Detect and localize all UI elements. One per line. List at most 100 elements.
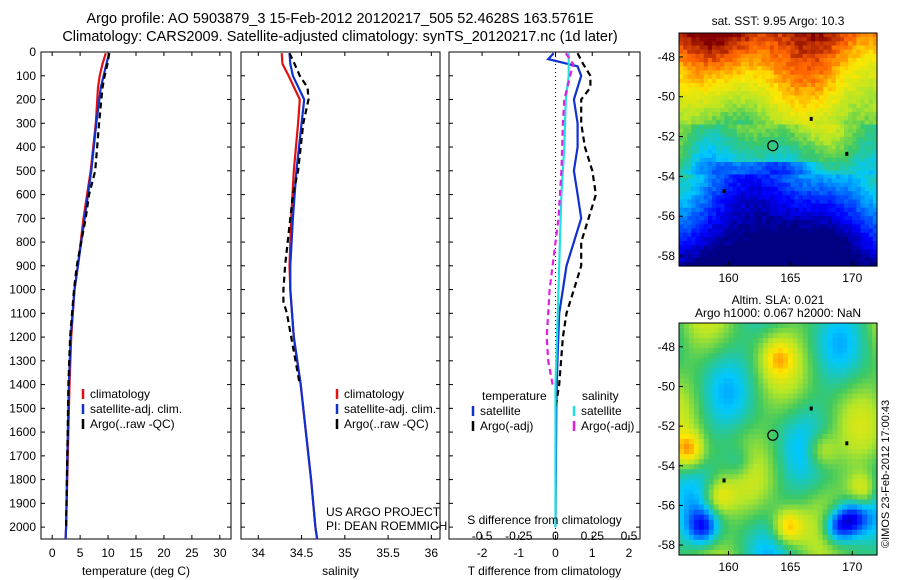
map-cell [827, 428, 834, 435]
map-cell [707, 116, 713, 121]
map-cell [720, 70, 725, 76]
map-cell [856, 191, 862, 196]
map-cell [819, 82, 824, 88]
map-cell [812, 413, 819, 420]
map-cell [844, 170, 849, 176]
map-cell [794, 112, 800, 117]
map-cell [713, 333, 720, 339]
map-cell [797, 333, 804, 339]
map-cell [782, 170, 787, 176]
map-cell [811, 33, 816, 38]
map-cell [872, 338, 878, 344]
map-cell [763, 499, 769, 506]
map-cell [732, 87, 738, 92]
map-cell [773, 539, 779, 546]
map-cell [716, 157, 721, 163]
map-cell [817, 494, 824, 501]
map-cell [749, 249, 754, 255]
map-cell [698, 413, 705, 420]
map-cell [778, 236, 783, 242]
map-cell [691, 112, 697, 117]
map-cell [786, 66, 791, 72]
map-cell [860, 170, 866, 176]
map-cell [802, 449, 809, 455]
map-cell [812, 328, 819, 334]
map-cell [786, 207, 791, 213]
map-cell [753, 41, 758, 47]
map-cell [743, 428, 749, 435]
map-cell [839, 191, 845, 196]
map-cell [773, 418, 779, 425]
map-cell [758, 439, 764, 445]
map-cell [835, 170, 841, 176]
map-cell [728, 353, 735, 359]
map-cell [768, 544, 774, 551]
map-cell [724, 224, 730, 230]
map-cell [847, 428, 853, 435]
map-cell [852, 107, 857, 113]
map-cell [679, 323, 685, 329]
map-cell [802, 519, 809, 526]
map-cell [835, 124, 841, 130]
map-cell [703, 186, 709, 192]
map-cell [699, 186, 705, 192]
map-cell [718, 418, 725, 425]
map-cell [688, 504, 695, 511]
map-cell [769, 203, 775, 209]
map-cell [728, 170, 734, 176]
map-cell [817, 383, 824, 390]
map-cell [860, 157, 866, 163]
map-cell [691, 107, 697, 113]
map-cell [740, 199, 746, 205]
map-cell [848, 116, 853, 121]
map-cell [872, 393, 878, 400]
map-cell [695, 120, 701, 126]
map-cell [848, 82, 853, 88]
map-cell [852, 95, 857, 101]
map-cell [848, 245, 853, 250]
map-cell [687, 145, 692, 151]
map-cell [683, 236, 688, 242]
map-cell [743, 388, 749, 395]
map-cell [842, 519, 848, 526]
map-cell [707, 107, 713, 113]
map-cell [790, 33, 796, 38]
map-cell [720, 245, 725, 250]
map-cell [862, 464, 868, 470]
map-cell [703, 504, 710, 511]
map-cell [691, 241, 697, 246]
map-subtitle: Argo h1000: 0.067 h2000: NaN [695, 306, 861, 320]
map-cell [782, 249, 787, 255]
map-cell [852, 224, 857, 230]
map-cell [773, 232, 779, 238]
map-cell [728, 149, 734, 155]
map-cell [831, 74, 837, 80]
map-cell [792, 363, 799, 369]
map-cell [811, 145, 816, 151]
map-cell [787, 403, 794, 410]
map-cell [786, 145, 791, 151]
map-cell [832, 403, 838, 410]
map-cell [822, 398, 829, 405]
map-cell [856, 33, 862, 38]
map-cell [683, 241, 688, 246]
map-cell [753, 328, 759, 334]
map-cell [848, 124, 853, 130]
map-cell [868, 186, 874, 192]
map-cell [802, 103, 808, 109]
map-cell [872, 549, 878, 556]
map-cell [758, 534, 764, 541]
map-cell [720, 253, 725, 259]
map-cell [817, 464, 824, 470]
map-cell [740, 224, 746, 230]
map-cell [819, 41, 824, 47]
map-cell [837, 509, 843, 516]
map-cell [716, 45, 721, 51]
map-cell [758, 484, 764, 491]
map-cell [707, 41, 713, 47]
map-cell [827, 439, 834, 445]
map-cell [749, 145, 754, 151]
map-cell [847, 524, 853, 531]
map-cell [872, 333, 878, 339]
map-cell [773, 373, 779, 380]
